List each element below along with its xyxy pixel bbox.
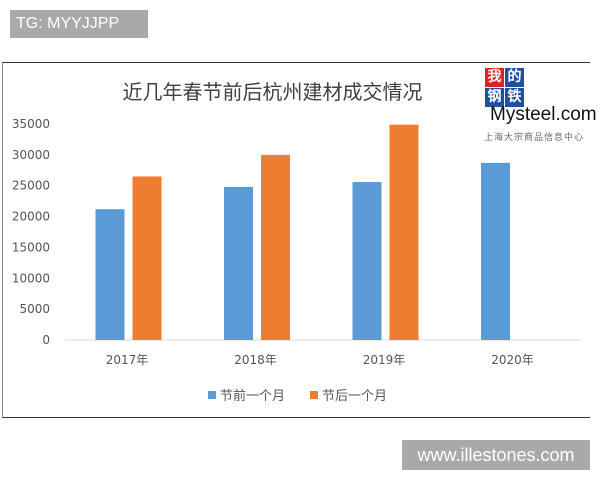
bar-after-1 (261, 154, 290, 340)
bar-before-1 (224, 186, 253, 340)
chart-frame (2, 62, 590, 418)
x-tick-label: 2020年 (491, 353, 534, 367)
watermark-bottom-right: www.illestones.com (402, 440, 590, 470)
bar-before-3 (481, 162, 510, 340)
legend-item-1: 节后一个月 (310, 385, 387, 404)
legend-label: 节后一个月 (322, 389, 388, 404)
logo-text: Mysteel.com (490, 104, 597, 125)
y-tick-label: 10000 (12, 271, 50, 285)
logo-char: 我 (485, 68, 504, 87)
legend-swatch (208, 390, 216, 399)
x-tick-label: 2019年 (363, 353, 406, 367)
bar-after-2 (389, 124, 419, 340)
y-tick-label: 0 (42, 333, 50, 347)
y-tick-label: 35000 (12, 117, 50, 131)
bar-before-2 (352, 182, 382, 340)
legend-swatch (310, 390, 318, 399)
watermark-top-left: TG: MYYJJPP (10, 10, 148, 38)
y-tick-label: 5000 (19, 302, 50, 316)
x-tick-label: 2017年 (106, 353, 149, 367)
legend-label: 节前一个月 (220, 389, 286, 404)
x-tick-label: 2018年 (234, 353, 277, 367)
y-tick-label: 15000 (12, 240, 50, 254)
legend-item-0: 节前一个月 (208, 385, 285, 404)
y-tick-label: 30000 (12, 148, 50, 162)
bar-after-0 (132, 176, 162, 340)
logo-char: 钢 (485, 88, 504, 107)
logo-subtitle: 上海大宗商品信息中心 (484, 133, 585, 143)
y-tick-label: 25000 (12, 179, 50, 193)
chart-title: 近几年春节前后杭州建材成交情况 (122, 80, 423, 104)
bar-before-0 (95, 209, 125, 340)
logo-char: 的 (505, 68, 524, 87)
logo-char: 铁 (505, 88, 524, 107)
y-tick-label: 20000 (12, 210, 50, 224)
